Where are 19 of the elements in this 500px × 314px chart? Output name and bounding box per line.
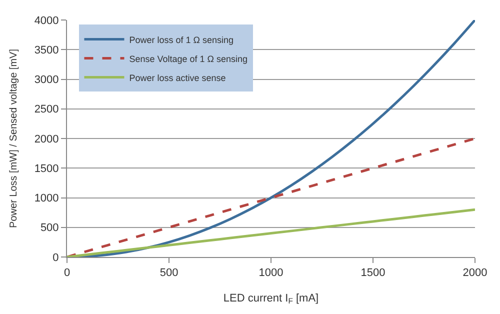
x-tick-label: 500 <box>160 267 178 280</box>
y-tick-label: 3000 <box>34 74 59 86</box>
legend-label: Sense Voltage of 1 Ω sensing <box>129 54 248 64</box>
y-tick-label: 4000 <box>34 14 59 27</box>
x-tick-label: 1500 <box>360 267 386 280</box>
x-tick-label: 0 <box>64 267 70 280</box>
y-tick-label: 500 <box>40 222 59 234</box>
legend-label: Power loss of 1 Ω sensing <box>129 34 234 45</box>
y-tick-label: 2500 <box>34 104 59 116</box>
x-tick-label: 1000 <box>258 267 284 280</box>
y-tick-label: 3500 <box>34 44 59 56</box>
x-axis-title: LED current I$_{F}$ [mA] <box>223 292 319 306</box>
y-tick-label: 1000 <box>34 192 59 205</box>
x-tick-label: 2000 <box>462 267 488 280</box>
y-axis-title: Power Loss [mW] / Sensed voltage [mV] <box>8 48 20 228</box>
y-tick-label: 2000 <box>34 133 59 146</box>
legend-label: Power loss active sense <box>129 72 226 83</box>
y-tick-label: 0 <box>52 252 59 264</box>
y-tick-label: 1500 <box>34 162 59 175</box>
